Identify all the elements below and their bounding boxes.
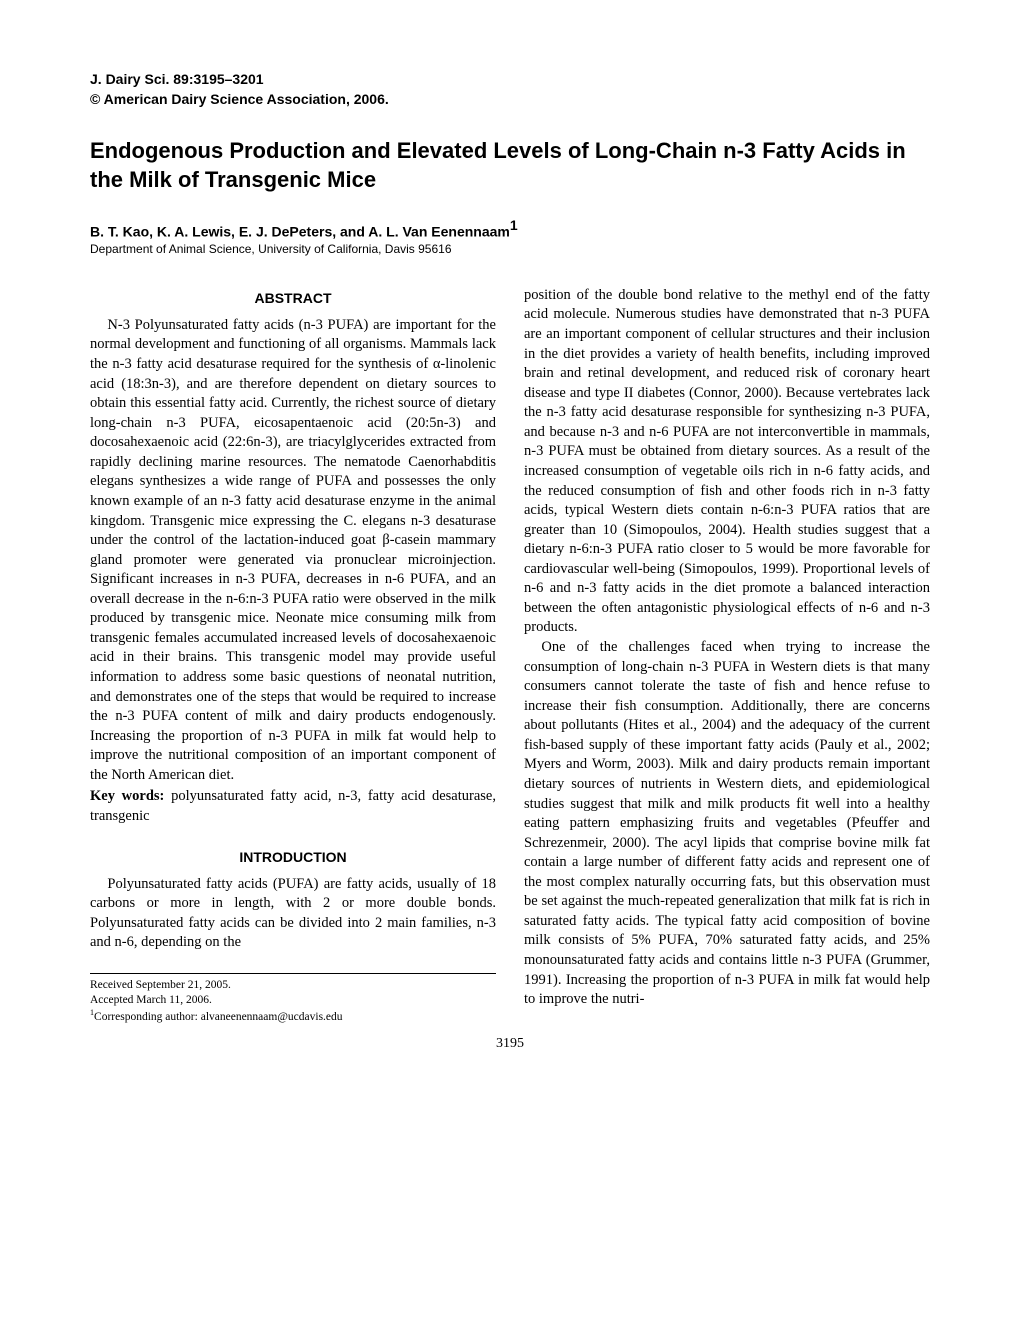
journal-header: J. Dairy Sci. 89:3195–3201 © American Da… — [90, 70, 930, 109]
abstract-heading: ABSTRACT — [90, 290, 496, 306]
footnote-accepted: Accepted March 11, 2006. — [90, 993, 496, 1008]
left-column: ABSTRACT N-3 Polyunsaturated fatty acids… — [90, 286, 496, 1025]
right-column: position of the double bond relative to … — [524, 286, 930, 1025]
article-title: Endogenous Production and Elevated Level… — [90, 137, 930, 194]
journal-citation: J. Dairy Sci. 89:3195–3201 — [90, 70, 930, 90]
abstract-text: N-3 Polyunsaturated fatty acids (n-3 PUF… — [90, 316, 496, 786]
authors: B. T. Kao, K. A. Lewis, E. J. DePeters, … — [90, 224, 510, 240]
footnote-corresponding-text: Corresponding author: alvaneenennaam@ucd… — [94, 1010, 343, 1022]
page-number: 3195 — [90, 1036, 930, 1052]
keywords: Key words: polyunsaturated fatty acid, n… — [90, 787, 496, 826]
footnote-corresponding: 1Corresponding author: alvaneenennaam@uc… — [90, 1008, 496, 1025]
keywords-label: Key words: — [90, 788, 164, 804]
authors-line: B. T. Kao, K. A. Lewis, E. J. DePeters, … — [90, 216, 930, 242]
col2-paragraph-2: One of the challenges faced when trying … — [524, 638, 930, 1010]
two-column-layout: ABSTRACT N-3 Polyunsaturated fatty acids… — [90, 286, 930, 1025]
intro-paragraph-1: Polyunsaturated fatty acids (PUFA) are f… — [90, 875, 496, 953]
journal-copyright: © American Dairy Science Association, 20… — [90, 90, 930, 110]
affiliation: Department of Animal Science, University… — [90, 242, 930, 258]
footnotes: Received September 21, 2005. Accepted Ma… — [90, 973, 496, 1025]
col2-paragraph-1: position of the double bond relative to … — [524, 286, 930, 638]
introduction-heading: INTRODUCTION — [90, 849, 496, 865]
footnote-received: Received September 21, 2005. — [90, 978, 496, 993]
author-superscript: 1 — [510, 217, 518, 233]
